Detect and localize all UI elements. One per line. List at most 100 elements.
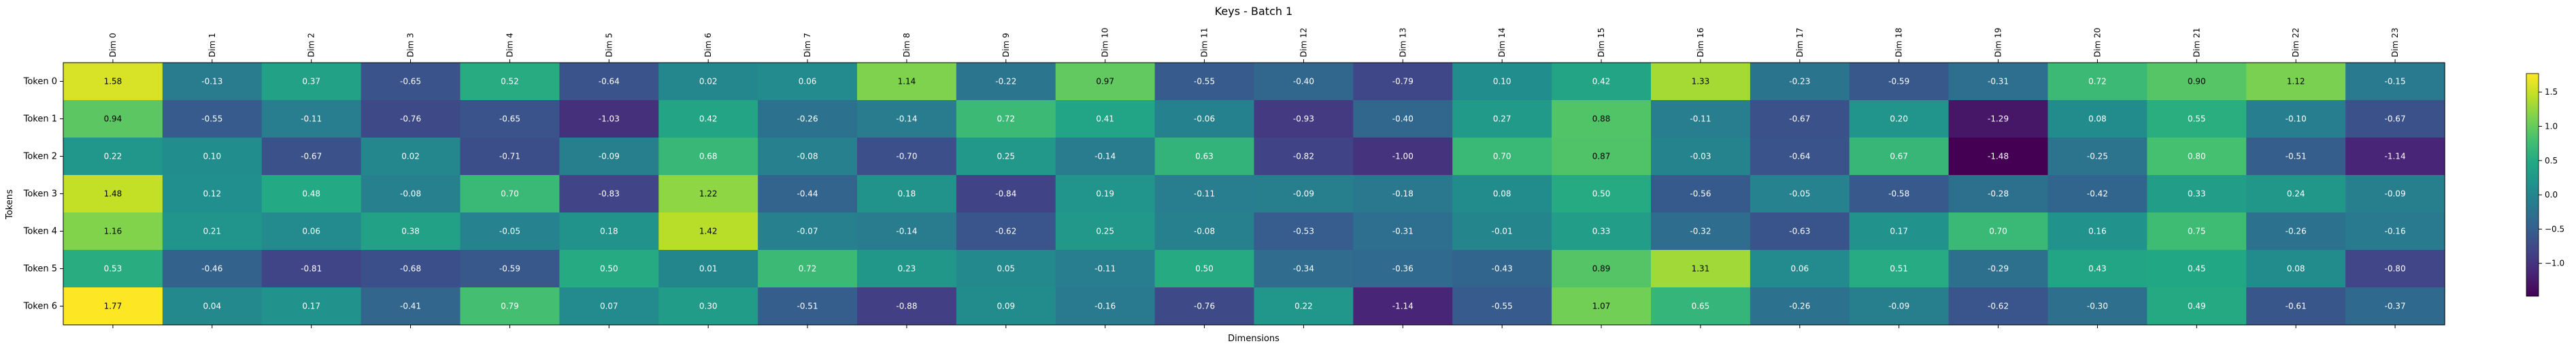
cell-value-label: 0.05 (997, 264, 1015, 274)
heatmap-cell (956, 250, 1056, 288)
heatmap-cell (559, 287, 659, 326)
heatmap-cell (162, 287, 263, 326)
heatmap-cell (162, 175, 263, 213)
cell-value-label: -0.64 (1789, 152, 1810, 161)
heatmap-cell (658, 63, 758, 101)
cell-value-label: -0.81 (301, 264, 322, 274)
cell-value-label: -0.40 (1392, 114, 1414, 124)
heatmap-cell (162, 100, 263, 138)
heatmap-cell (1154, 100, 1255, 138)
cell-value-label: -0.55 (1194, 77, 1215, 86)
y-axis-ticks: Token 0 Token 1 Token 2 Token 3 Token 4 Token… (23, 77, 63, 312)
heatmap-cell-labels: 1.58 -0.13 0.37 -0.65 0.52 -0.64 0.02 0.06 1.14 -… (104, 77, 2406, 311)
cell-value-label: -0.67 (301, 152, 322, 161)
cell-value-label: 0.72 (997, 114, 1015, 124)
heatmap-cell (2147, 212, 2247, 251)
heatmap-cell (1849, 138, 1950, 176)
cell-value-label: 0.25 (997, 152, 1015, 161)
heatmap-cell (63, 175, 163, 213)
cell-value-label: 0.72 (2088, 77, 2107, 86)
cell-value-label: -0.51 (797, 302, 818, 311)
cell-value-label: 0.50 (1195, 264, 1214, 274)
y-tick-label: Token 1 (23, 114, 57, 125)
heatmap-cell (2246, 175, 2346, 213)
cell-value-label: 0.18 (898, 189, 916, 199)
heatmap-cell (1452, 287, 1552, 326)
heatmap-cell (460, 287, 560, 326)
colorbar (2526, 73, 2539, 297)
cell-value-label: 1.58 (104, 77, 122, 86)
heatmap-cell (559, 100, 659, 138)
heatmap-cell (1750, 63, 1850, 101)
heatmap-cell (1552, 63, 1652, 101)
cell-value-label: 0.48 (302, 189, 320, 199)
colorbar-tick-label: −0.5 (2545, 224, 2564, 234)
heatmap-cell (2345, 100, 2445, 138)
cell-value-label: 0.06 (1790, 264, 1809, 274)
heatmap-cell (559, 250, 659, 288)
cell-value-label: 1.77 (104, 302, 122, 311)
heatmap-cell (2246, 100, 2346, 138)
x-tick-label: Dim 20 (2092, 28, 2102, 57)
heatmap-cell (1055, 175, 1156, 213)
cell-value-label: 0.52 (501, 77, 519, 86)
cell-value-label: 0.33 (2188, 189, 2206, 199)
cell-value-label: 0.38 (401, 227, 420, 236)
y-tick-label: Token 5 (23, 264, 57, 274)
cell-value-label: -0.62 (1988, 302, 2009, 311)
heatmap-cell (63, 250, 163, 288)
heatmap-cell (1353, 175, 1453, 213)
cell-value-label: 0.41 (1096, 114, 1114, 124)
cell-value-label: 0.22 (1294, 302, 1313, 311)
heatmap-cell (1552, 250, 1652, 288)
x-tick-label: Dim 3 (406, 33, 416, 57)
heatmap-cell (1055, 63, 1156, 101)
heatmap-cell (1750, 175, 1850, 213)
heatmap-cell (1353, 212, 1453, 251)
cell-value-label: -0.07 (797, 227, 818, 236)
cell-value-label: 1.31 (1692, 264, 1710, 274)
heatmap-cell (2147, 175, 2247, 213)
heatmap-cell (261, 100, 362, 138)
cell-value-label: 0.16 (2088, 227, 2107, 236)
heatmap-cell (1254, 250, 1354, 288)
cell-value-label: -0.16 (1094, 302, 1116, 311)
x-axis-label: Dimensions (1228, 334, 1279, 344)
heatmap-cell (2345, 212, 2445, 251)
cell-value-label: -1.29 (1988, 114, 2009, 124)
heatmap-cell (1452, 250, 1552, 288)
heatmap-cell (1552, 212, 1652, 251)
cell-value-label: 0.21 (203, 227, 221, 236)
heatmap-cell (1651, 212, 1751, 251)
heatmap-cell (1055, 212, 1156, 251)
cell-value-label: -0.46 (201, 264, 222, 274)
heatmap-cell (1452, 212, 1552, 251)
cell-value-label: 0.70 (1989, 227, 2007, 236)
y-tick-label: Token 0 (23, 77, 57, 87)
heatmap-cell (1750, 250, 1850, 288)
heatmap-cell (2246, 138, 2346, 176)
cell-value-label: 0.72 (799, 264, 817, 274)
x-tick-label: Dim 18 (1894, 28, 1904, 57)
cell-value-label: 1.12 (2287, 77, 2305, 86)
cell-value-label: -0.62 (995, 227, 1016, 236)
heatmap-cell (2345, 138, 2445, 176)
heatmap-cell (261, 250, 362, 288)
cell-value-label: 0.50 (1592, 189, 1611, 199)
colorbar-ticks: −1.0 −0.5 0.0 0.5 1.0 1.5 (2539, 87, 2564, 268)
heatmap-cell (361, 100, 461, 138)
colorbar-tick-label: 1.0 (2545, 121, 2558, 131)
heatmap-cell (956, 138, 1056, 176)
cell-value-label: -0.11 (1194, 189, 1215, 199)
cell-value-label: 0.63 (1195, 152, 1214, 161)
heatmap-cell (1948, 175, 2049, 213)
cell-value-label: -0.80 (2385, 264, 2406, 274)
cell-value-label: -0.84 (995, 189, 1016, 199)
heatmap-cell (758, 250, 858, 288)
heatmap-cell (63, 138, 163, 176)
cell-value-label: -1.14 (2385, 152, 2406, 161)
heatmap-cell (1154, 175, 1255, 213)
cell-value-label: -0.01 (1492, 227, 1513, 236)
cell-value-label: 0.67 (1890, 152, 1908, 161)
heatmap-cell (758, 212, 858, 251)
